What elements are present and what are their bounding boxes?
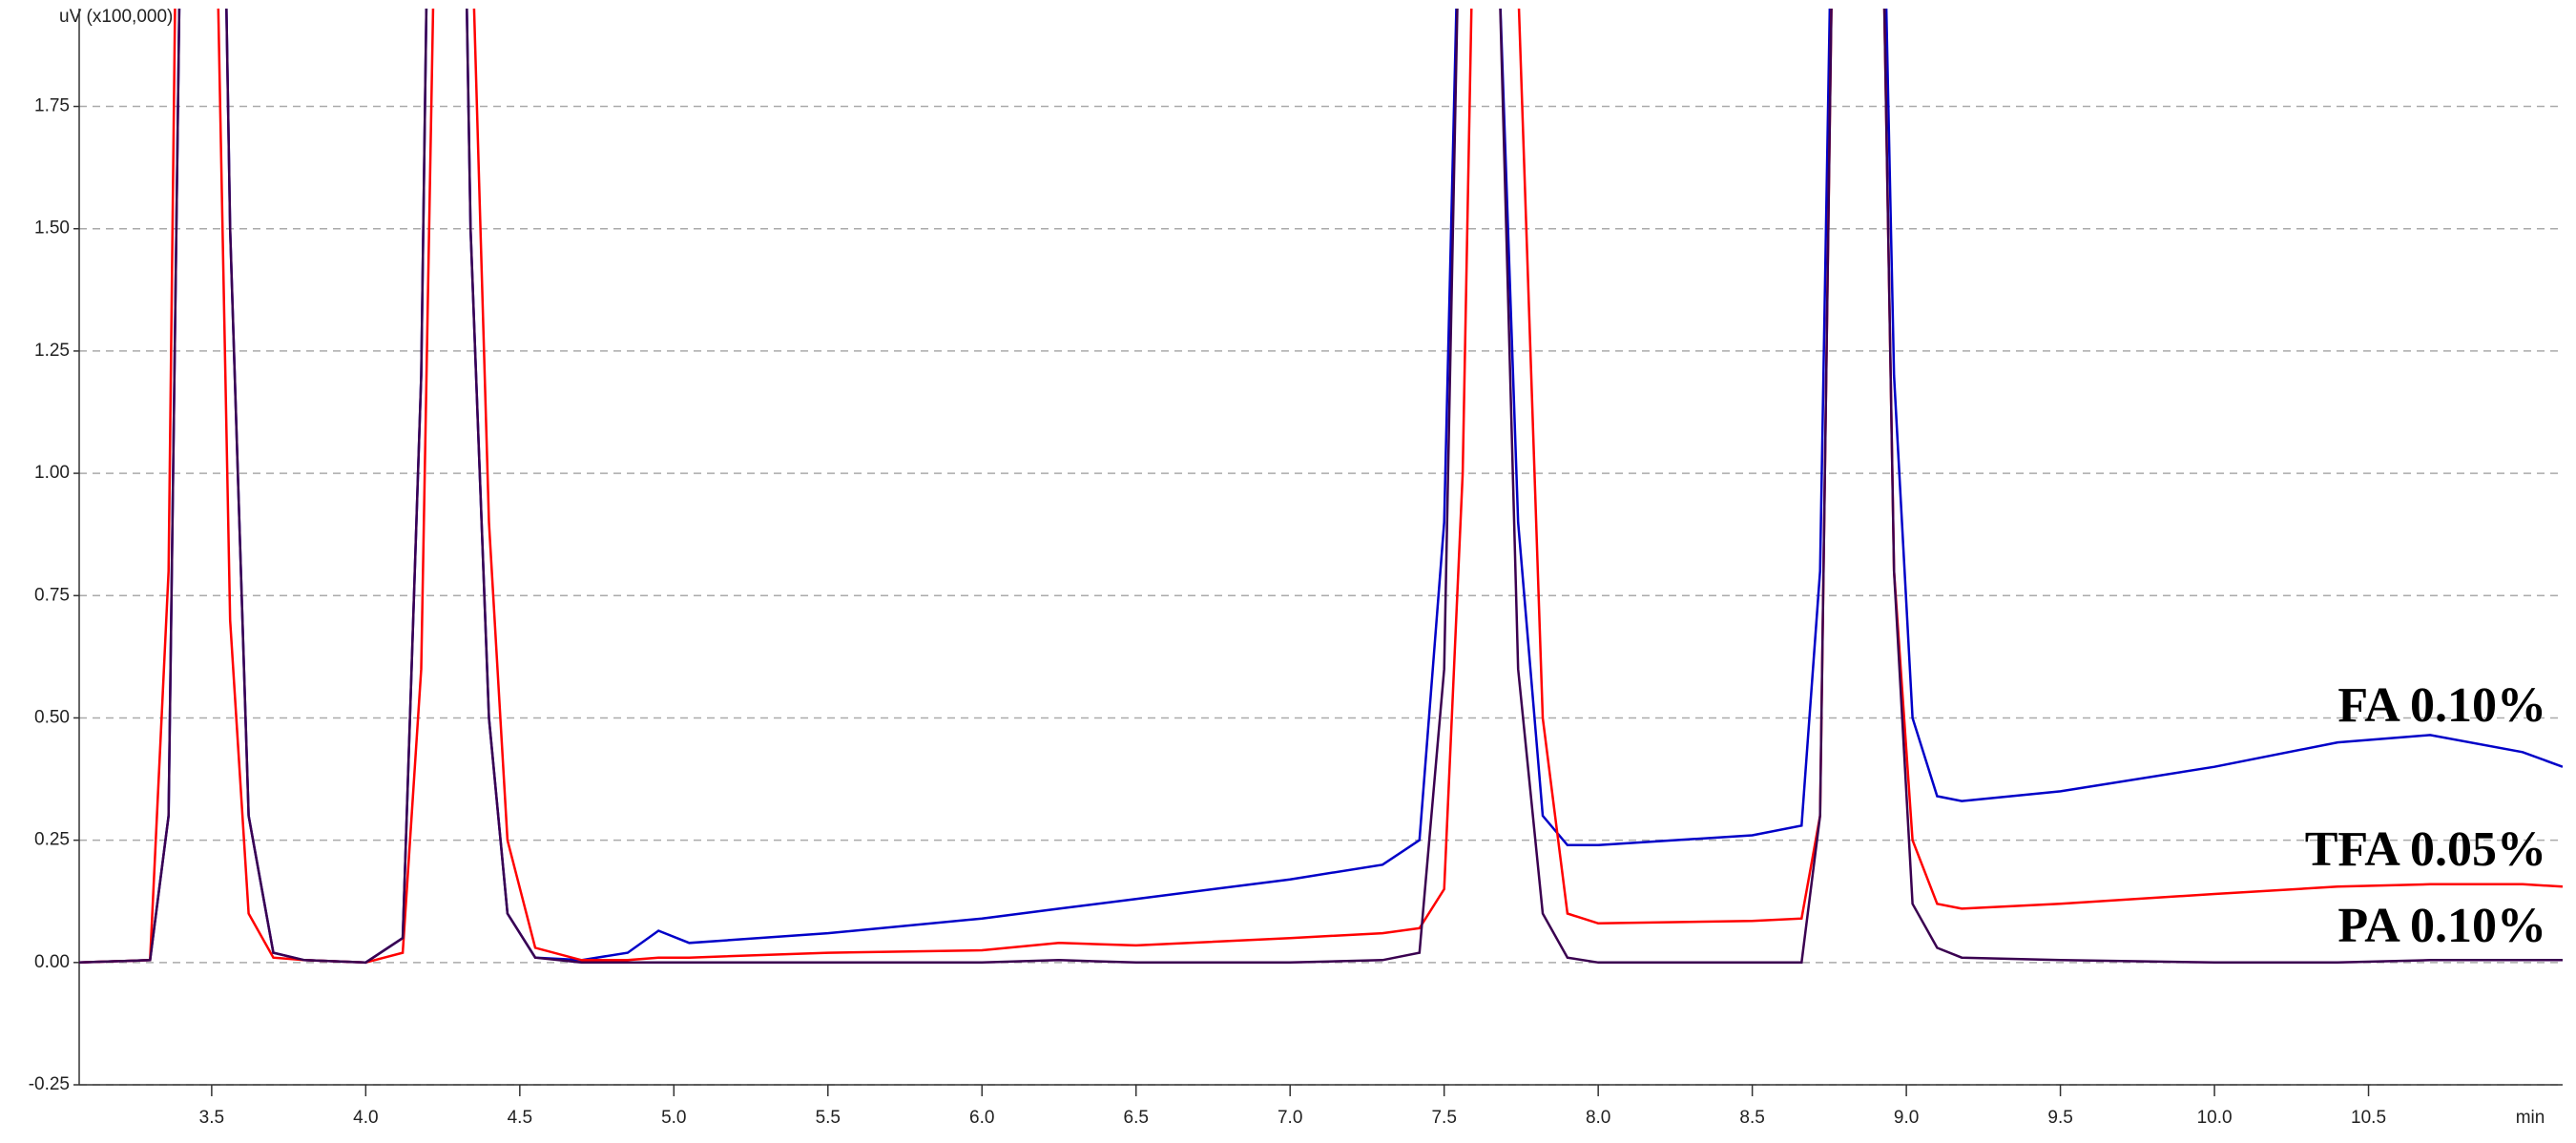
y-axis-label: uV (x100,000) xyxy=(59,7,173,27)
x-tick-label: 6.5 xyxy=(1124,1108,1149,1128)
series-line xyxy=(79,9,2563,965)
x-axis-label: min xyxy=(2516,1108,2545,1128)
x-tick-label: 8.0 xyxy=(1586,1108,1610,1128)
y-tick-label: 1.00 xyxy=(34,463,70,483)
series-label: TFA 0.05% xyxy=(2305,822,2546,877)
y-tick-label: 1.75 xyxy=(34,96,70,116)
y-tick-label: 0.25 xyxy=(34,830,70,850)
x-tick-label: 6.0 xyxy=(969,1108,994,1128)
y-tick-label: 1.50 xyxy=(34,218,70,239)
y-tick-label: 0.50 xyxy=(34,707,70,727)
y-tick-label: 0.75 xyxy=(34,585,70,605)
y-tick-label: -0.25 xyxy=(29,1074,70,1094)
x-tick-label: 9.5 xyxy=(2047,1108,2072,1128)
plot-area xyxy=(79,9,2563,965)
series-label: PA 0.10% xyxy=(2337,899,2546,953)
x-tick-label: 5.5 xyxy=(816,1108,841,1128)
x-tick-label: 3.5 xyxy=(199,1108,224,1128)
x-tick-label: 8.5 xyxy=(1739,1108,1764,1128)
x-tick-label: 10.0 xyxy=(2197,1108,2233,1128)
x-tick-label: 7.0 xyxy=(1278,1108,1302,1128)
x-tick-label: 4.5 xyxy=(508,1108,532,1128)
x-tick-label: 9.0 xyxy=(1894,1108,1919,1128)
series-line xyxy=(79,9,2563,965)
x-tick-label: 10.5 xyxy=(2351,1108,2386,1128)
series-label: FA 0.10% xyxy=(2337,678,2546,733)
y-tick-label: 0.00 xyxy=(34,952,70,972)
y-tick-label: 1.25 xyxy=(34,341,70,361)
x-tick-label: 4.0 xyxy=(353,1108,378,1128)
series-line xyxy=(79,9,2563,965)
x-tick-label: 5.0 xyxy=(661,1108,686,1128)
x-tick-label: 7.5 xyxy=(1431,1108,1456,1128)
